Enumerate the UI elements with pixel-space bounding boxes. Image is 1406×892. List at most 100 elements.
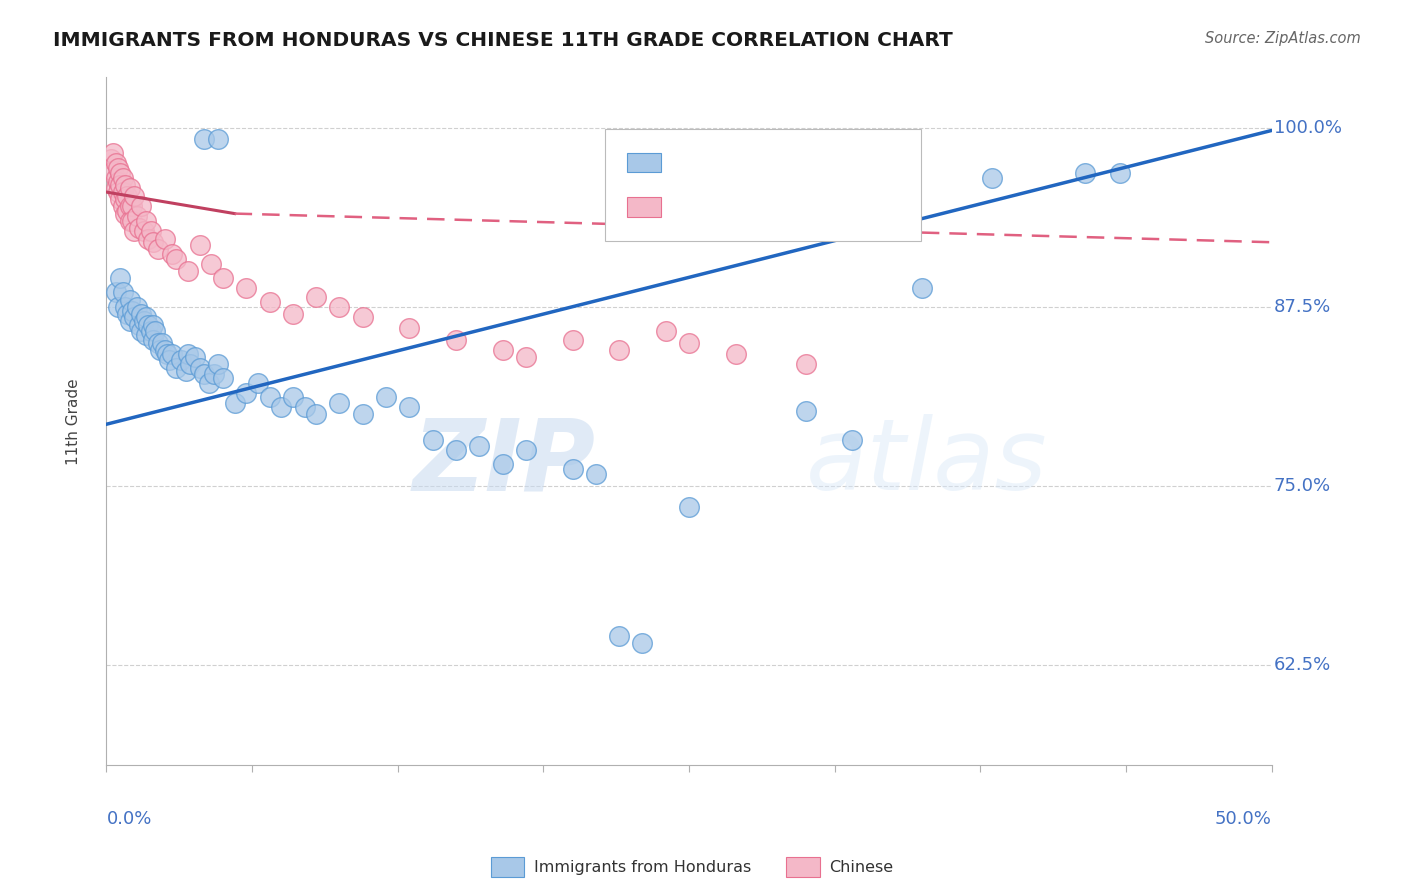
Text: 100.0%: 100.0% [1274,119,1341,136]
Point [139,324,162,338]
Point [352,310,374,324]
Text: Chinese: Chinese [830,860,894,874]
Text: 0.305: 0.305 [710,153,766,171]
Point [212,371,235,385]
Point [142,318,165,333]
Point [911,281,934,295]
Point [981,170,1004,185]
Text: IMMIGRANTS FROM HONDURAS VS CHINESE 11TH GRADE CORRELATION CHART: IMMIGRANTS FROM HONDURAS VS CHINESE 11TH… [53,31,953,50]
Text: 59: 59 [804,198,830,216]
Point [202,367,225,381]
Point [111,199,134,213]
Point [124,224,146,238]
Point [135,213,157,227]
Point [174,364,197,378]
Point [678,335,700,350]
Point [153,232,176,246]
Point [515,443,537,458]
Text: 62.5%: 62.5% [1274,656,1331,674]
Point [607,629,630,643]
Point [841,433,863,447]
Point [121,213,143,227]
Text: 87.5%: 87.5% [1274,298,1331,316]
Point [193,132,215,146]
Point [188,361,211,376]
Point [153,343,176,357]
Point [198,376,221,390]
Point [118,213,141,227]
Point [179,357,201,371]
Point [165,252,187,267]
Point [124,310,146,324]
Point [117,203,139,218]
Point [125,300,148,314]
Point [561,461,583,475]
Point [146,335,169,350]
Point [246,376,269,390]
Text: 11th Grade: 11th Grade [66,378,82,465]
Point [135,310,157,324]
Text: -0.030: -0.030 [710,198,775,216]
Point [142,235,165,250]
Point [328,396,350,410]
Point [375,390,398,404]
Point [118,314,141,328]
Point [794,357,817,371]
Point [654,324,676,338]
Point [422,433,444,447]
Point [142,333,165,347]
Point [111,285,134,300]
Point [305,290,328,304]
Point [491,458,513,472]
Point [561,333,583,347]
Point [104,170,127,185]
Point [294,400,316,414]
Point [188,238,211,252]
Point [678,500,700,515]
Point [125,210,148,224]
Point [444,443,467,458]
Point [117,307,139,321]
Text: R =: R = [671,198,710,216]
Point [444,333,467,347]
Point [131,324,153,338]
Point [170,352,193,367]
Point [110,192,132,206]
Point [177,264,200,278]
Point [103,146,125,161]
Point [193,367,215,381]
Text: Immigrants from Honduras: Immigrants from Honduras [534,860,752,874]
Point [132,224,155,238]
Point [114,300,136,314]
Point [107,185,129,199]
Point [121,304,143,318]
Point [724,347,747,361]
Point [794,404,817,418]
Point [114,192,136,206]
Point [111,170,134,185]
Point [114,206,136,220]
Point [107,161,129,175]
Point [352,407,374,421]
Point [135,328,157,343]
Text: 0.0%: 0.0% [107,810,152,828]
Point [104,181,127,195]
Text: atlas: atlas [806,414,1047,511]
Point [111,185,134,199]
Point [398,400,420,414]
Point [281,390,304,404]
Point [1074,166,1097,180]
Point [104,285,127,300]
Point [585,467,607,482]
Point [156,347,179,361]
Point [200,257,222,271]
Point [157,352,180,367]
Text: ZIP: ZIP [413,414,596,511]
Point [128,318,150,333]
Point [138,318,160,333]
Point [1109,166,1132,180]
Point [259,295,281,310]
Point [121,199,143,213]
Point [118,181,141,195]
Point [160,246,183,260]
